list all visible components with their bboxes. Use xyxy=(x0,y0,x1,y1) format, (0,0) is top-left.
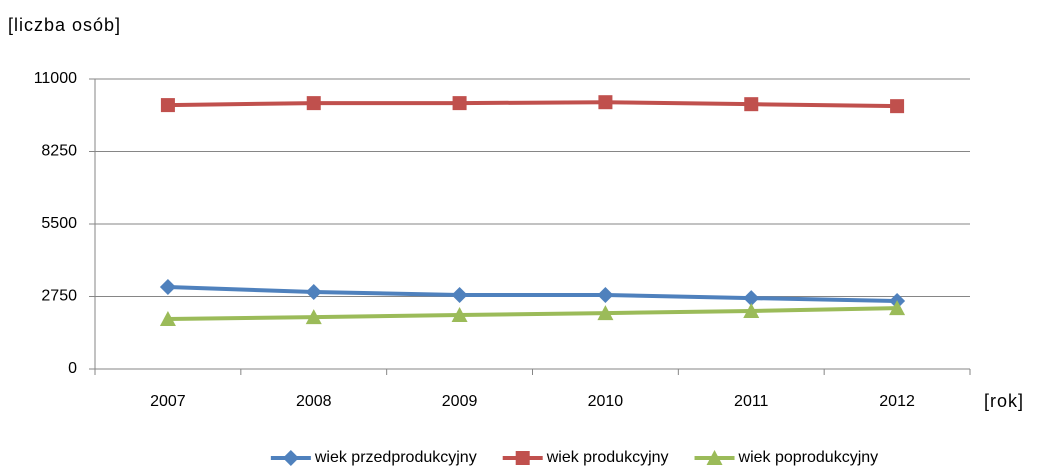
marker xyxy=(706,450,723,465)
marker xyxy=(305,284,322,301)
marker xyxy=(889,300,906,316)
marker xyxy=(451,306,468,322)
marker xyxy=(890,99,905,114)
marker xyxy=(743,303,760,318)
marker xyxy=(282,450,299,466)
legend-label: wiek przedprodukcyjny xyxy=(314,449,477,466)
marker xyxy=(160,98,175,113)
x-tick-label: 2008 xyxy=(296,393,332,410)
y-tick-label: 8250 xyxy=(41,143,77,160)
series-line xyxy=(167,100,898,109)
x-axis-label: [rok] xyxy=(984,391,1024,411)
marker xyxy=(743,290,760,307)
x-tick-label: 2010 xyxy=(588,393,624,410)
x-tick-label: 2012 xyxy=(879,393,915,410)
marker xyxy=(597,287,614,304)
y-tick-label: 2750 xyxy=(41,288,77,305)
x-tick-label: 2009 xyxy=(442,393,478,410)
x-tick-label: 2011 xyxy=(734,393,769,410)
legend-label: wiek produkcyjny xyxy=(546,449,669,466)
marker xyxy=(452,96,467,111)
marker xyxy=(306,96,321,111)
y-tick-label: 5500 xyxy=(41,215,77,232)
x-tick-label: 2007 xyxy=(150,393,186,410)
series-line xyxy=(167,285,898,303)
y-axis-label: [liczba osób] xyxy=(8,15,121,35)
marker xyxy=(744,97,759,112)
marker xyxy=(159,279,176,296)
series-line xyxy=(167,306,898,322)
legend-label: wiek poprodukcyjny xyxy=(738,449,879,466)
marker xyxy=(159,311,176,327)
marker xyxy=(305,309,322,325)
marker xyxy=(597,305,614,321)
y-tick-label: 11000 xyxy=(34,70,77,87)
y-tick-label: 0 xyxy=(68,360,77,377)
marker xyxy=(451,287,468,304)
marker xyxy=(598,95,613,110)
marker xyxy=(515,451,530,465)
